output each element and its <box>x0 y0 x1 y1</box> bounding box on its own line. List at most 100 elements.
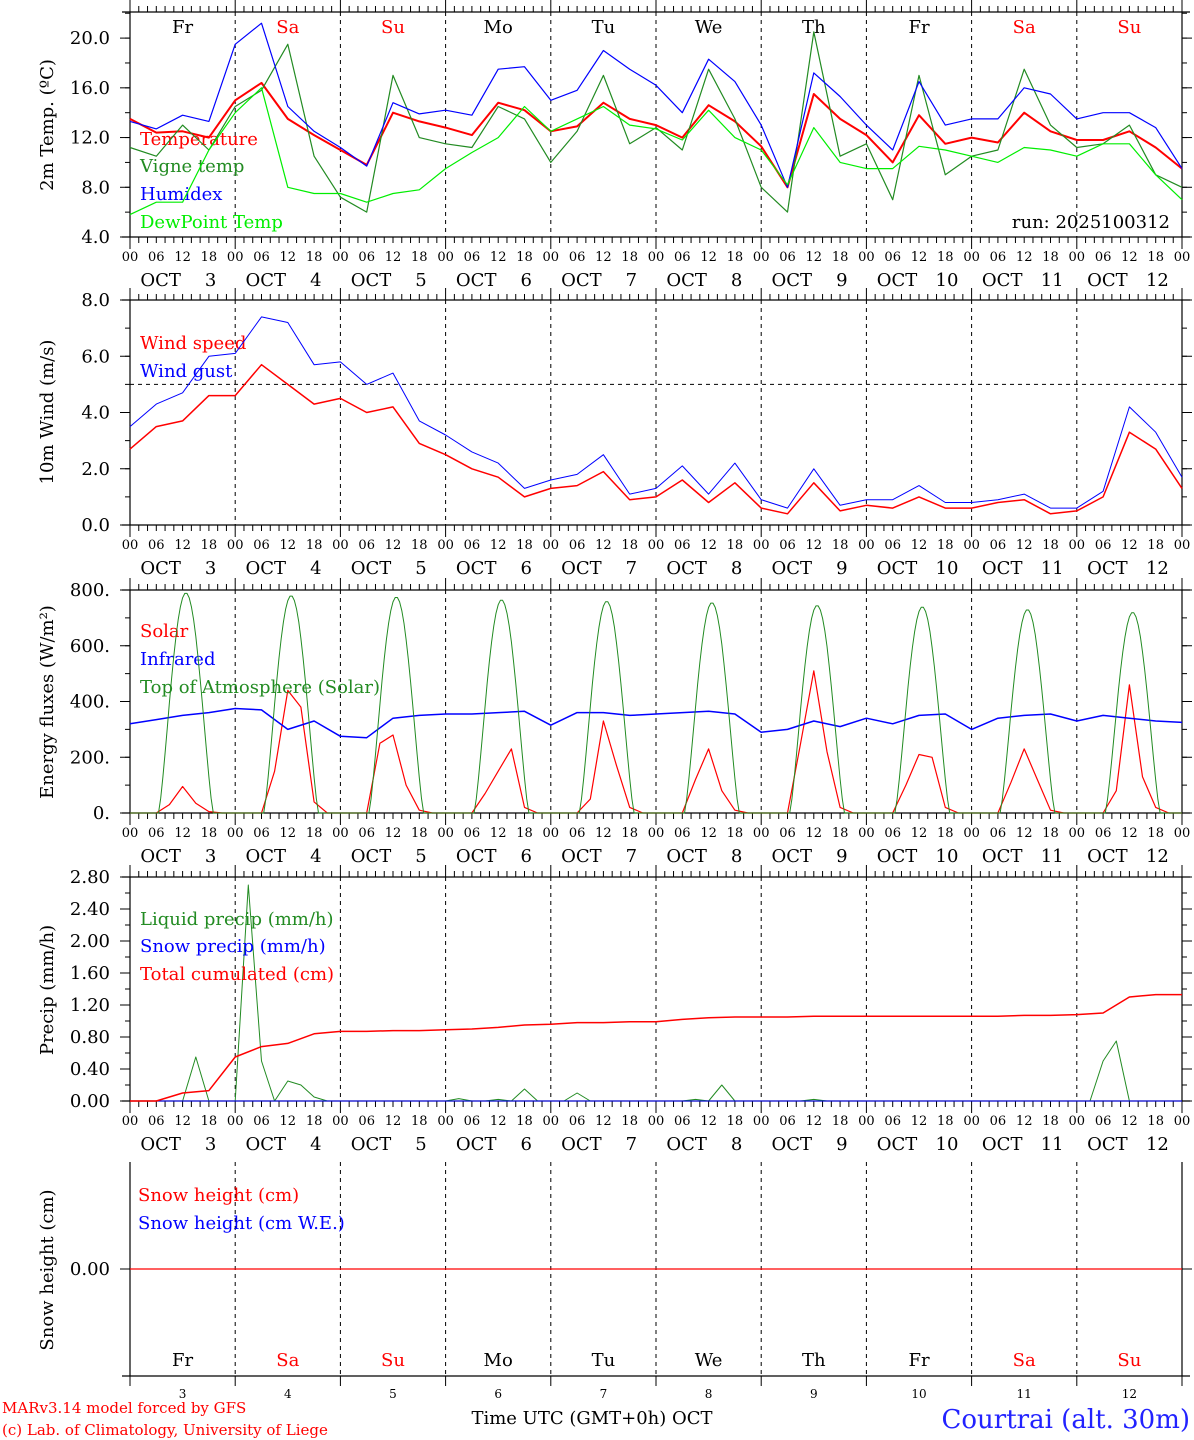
x-month-label: OCT <box>456 846 497 867</box>
legend-snow-precip-mm-h: Snow precip (mm/h) <box>140 936 326 957</box>
x-date-label: 8 <box>731 1134 742 1155</box>
x-date-label: 3 <box>205 558 216 579</box>
y-axis-title: Energy fluxes (W/m²) <box>37 605 58 799</box>
x-hour-label: 00 <box>437 538 454 553</box>
run-label: run: 2025100312 <box>1012 212 1170 233</box>
x-date-label: 5 <box>415 1134 426 1155</box>
x-hour-label: 18 <box>411 1114 428 1129</box>
x-hour-label: 18 <box>201 1114 218 1129</box>
y-tick-label: 1.20 <box>70 995 110 1016</box>
x-hour-label: 00 <box>963 538 980 553</box>
x-hour-label: 12 <box>174 538 191 553</box>
x-hour-label: 12 <box>911 538 928 553</box>
x-date-label: 9 <box>836 1134 847 1155</box>
x-hour-label: 06 <box>358 826 375 841</box>
x-hour-label: 18 <box>516 538 533 553</box>
panel-1: 4.0 8.0 12.0 16.0 20.0 2m Temp. (ºC) 00 06 12 18 O… <box>37 0 1192 291</box>
x-hour-label: 00 <box>648 538 665 553</box>
x-month-label: OCT <box>561 558 602 579</box>
legend-vigne-temp: Vigne temp <box>139 156 244 177</box>
x-hour-label: 18 <box>411 250 428 265</box>
x-hour-label: 12 <box>700 826 717 841</box>
day-name-label: Th <box>802 1350 826 1371</box>
y-axis-title: Snow height (cm) <box>37 1189 58 1350</box>
x-hour-label: 12 <box>1121 538 1138 553</box>
x-date-label: 12 <box>1146 558 1169 579</box>
x-month-label: OCT <box>246 558 287 579</box>
x-hour-label: 00 <box>227 826 244 841</box>
legend-temperature: Temperature <box>140 129 258 150</box>
x-hour-label: 06 <box>884 1114 901 1129</box>
x-date-label: 5 <box>389 1387 397 1401</box>
x-hour-label: 06 <box>884 538 901 553</box>
x-hour-label: 00 <box>1174 1114 1191 1129</box>
x-month-label: OCT <box>666 846 707 867</box>
x-month-label: OCT <box>351 270 392 291</box>
x-hour-label: 18 <box>832 1114 849 1129</box>
x-month-label: OCT <box>666 1134 707 1155</box>
series-line-temperature <box>129 81 1183 189</box>
x-hour-label: 12 <box>385 826 402 841</box>
x-date-label: 4 <box>284 1387 292 1401</box>
y-tick-label: 0.40 <box>70 1059 110 1080</box>
x-hour-label: 00 <box>648 1114 665 1129</box>
y-tick-label: 8.0 <box>81 290 110 311</box>
x-hour-label: 18 <box>937 1114 954 1129</box>
x-hour-label: 06 <box>779 826 796 841</box>
x-month-label: OCT <box>351 1134 392 1155</box>
day-name-label: We <box>695 17 723 38</box>
x-month-label: OCT <box>246 1134 287 1155</box>
x-hour-label: 00 <box>332 826 349 841</box>
x-hour-label: 06 <box>464 826 481 841</box>
x-hour-label: 18 <box>1147 250 1164 265</box>
x-month-label: OCT <box>982 558 1023 579</box>
model-credit: MARv3.14 model forced by GFS <box>2 1399 246 1417</box>
x-hour-label: 18 <box>621 250 638 265</box>
x-date-label: 9 <box>836 270 847 291</box>
x-date-label: 3 <box>205 270 216 291</box>
x-hour-label: 18 <box>727 826 744 841</box>
panel-2: 0.0 2.0 4.0 6.0 8.0 10m Wind (m/s) 00 06 12 18 OCT… <box>37 288 1192 579</box>
day-name-label: Fr <box>908 1350 929 1371</box>
series-line-infrared <box>129 707 1183 739</box>
x-hour-label: 06 <box>1095 538 1112 553</box>
x-hour-label: 18 <box>621 1114 638 1129</box>
x-hour-label: 00 <box>332 250 349 265</box>
x-hour-label: 06 <box>779 538 796 553</box>
x-hour-label: 00 <box>332 1114 349 1129</box>
x-hour-label: 18 <box>201 826 218 841</box>
x-date-label: 3 <box>205 846 216 867</box>
x-hour-label: 12 <box>595 1114 612 1129</box>
x-hour-label: 12 <box>280 1114 297 1129</box>
panel-3: 0. 200. 400. 600. 800. Energy fluxes (W/m²) 00… <box>37 578 1192 867</box>
x-month-label: OCT <box>456 270 497 291</box>
series-line-top-of-atmosphere-solar <box>130 592 1182 814</box>
x-hour-label: 12 <box>385 538 402 553</box>
x-month-label: OCT <box>351 846 392 867</box>
x-hour-label: 06 <box>779 250 796 265</box>
y-tick-label: 0.0 <box>81 515 110 536</box>
x-hour-label: 18 <box>201 538 218 553</box>
x-month-label: OCT <box>772 558 813 579</box>
x-month-label: OCT <box>877 270 918 291</box>
x-hour-label: 12 <box>1016 538 1033 553</box>
series-line-wind-gust <box>129 316 1183 509</box>
x-month-label: OCT <box>140 1134 181 1155</box>
x-hour-label: 06 <box>148 826 165 841</box>
x-hour-label: 18 <box>306 250 323 265</box>
x-hour-label: 00 <box>1174 538 1191 553</box>
x-hour-label: 18 <box>411 826 428 841</box>
x-hour-label: 18 <box>1042 826 1059 841</box>
x-date-label: 11 <box>1041 558 1064 579</box>
x-hour-label: 00 <box>858 826 875 841</box>
day-name-label: Su <box>381 1350 405 1371</box>
day-name-label: Su <box>1117 17 1141 38</box>
x-hour-label: 18 <box>832 250 849 265</box>
x-hour-label: 00 <box>858 1114 875 1129</box>
x-hour-label: 06 <box>253 250 270 265</box>
legend-wind-speed: Wind speed <box>140 333 246 354</box>
x-hour-label: 12 <box>911 1114 928 1129</box>
x-hour-label: 12 <box>1121 1114 1138 1129</box>
x-date-label: 8 <box>705 1387 713 1401</box>
